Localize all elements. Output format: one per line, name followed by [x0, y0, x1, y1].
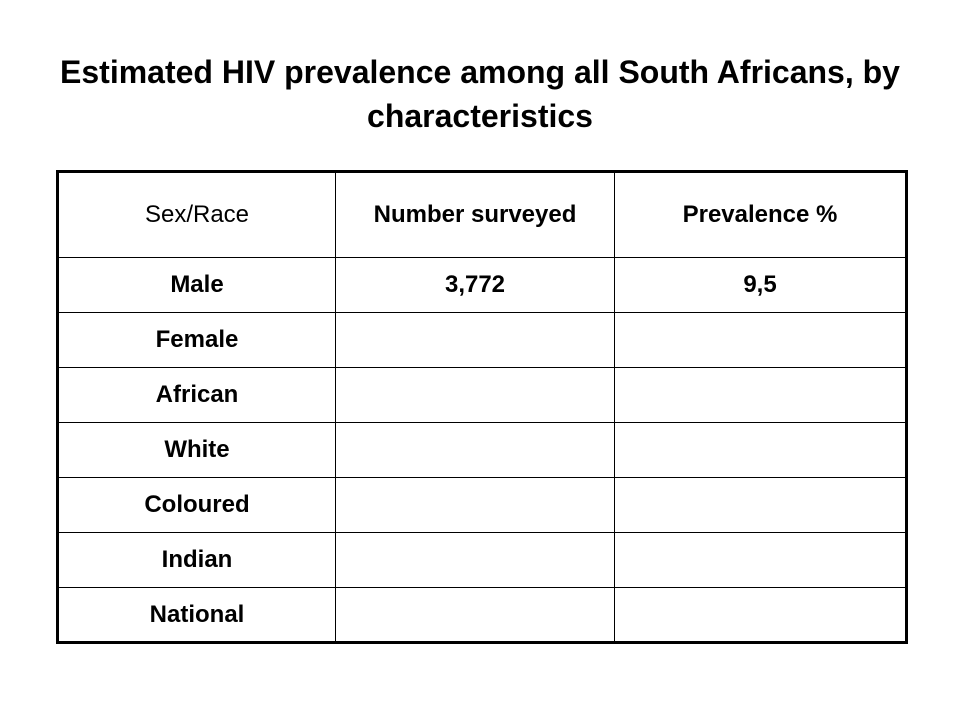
- table-row: African: [57, 367, 907, 423]
- row-label: Indian: [57, 532, 336, 588]
- row-label: African: [57, 367, 336, 423]
- cell-number-surveyed: [335, 587, 615, 643]
- header-prevalence: Prevalence %: [614, 171, 907, 258]
- header-sex-race: Sex/Race: [57, 171, 336, 258]
- cell-prevalence: [614, 367, 907, 423]
- table-row: Female: [57, 312, 907, 368]
- cell-prevalence: 9,5: [614, 257, 907, 313]
- table-container: Sex/Race Number surveyed Prevalence % Ma…: [56, 170, 908, 644]
- row-label: National: [57, 587, 336, 643]
- cell-prevalence: [614, 532, 907, 588]
- cell-number-surveyed: [335, 312, 615, 368]
- cell-prevalence: [614, 422, 907, 478]
- row-label: Coloured: [57, 477, 336, 533]
- cell-number-surveyed: [335, 477, 615, 533]
- slide-title: Estimated HIV prevalence among all South…: [60, 54, 900, 134]
- prevalence-table: Sex/Race Number surveyed Prevalence % Ma…: [56, 170, 908, 644]
- row-label: Male: [57, 257, 336, 313]
- cell-number-surveyed: [335, 532, 615, 588]
- row-label: Female: [57, 312, 336, 368]
- cell-number-surveyed: [335, 367, 615, 423]
- cell-prevalence: [614, 312, 907, 368]
- cell-prevalence: [614, 477, 907, 533]
- table-header-row: Sex/Race Number surveyed Prevalence %: [57, 171, 907, 258]
- table-row: National: [57, 587, 907, 643]
- row-label: White: [57, 422, 336, 478]
- cell-number-surveyed: 3,772: [335, 257, 615, 313]
- table-row: Indian: [57, 532, 907, 588]
- table-row: Coloured: [57, 477, 907, 533]
- cell-prevalence: [614, 587, 907, 643]
- header-number-surveyed: Number surveyed: [335, 171, 615, 258]
- table-row: Male 3,772 9,5: [57, 257, 907, 313]
- cell-number-surveyed: [335, 422, 615, 478]
- table-row: White: [57, 422, 907, 478]
